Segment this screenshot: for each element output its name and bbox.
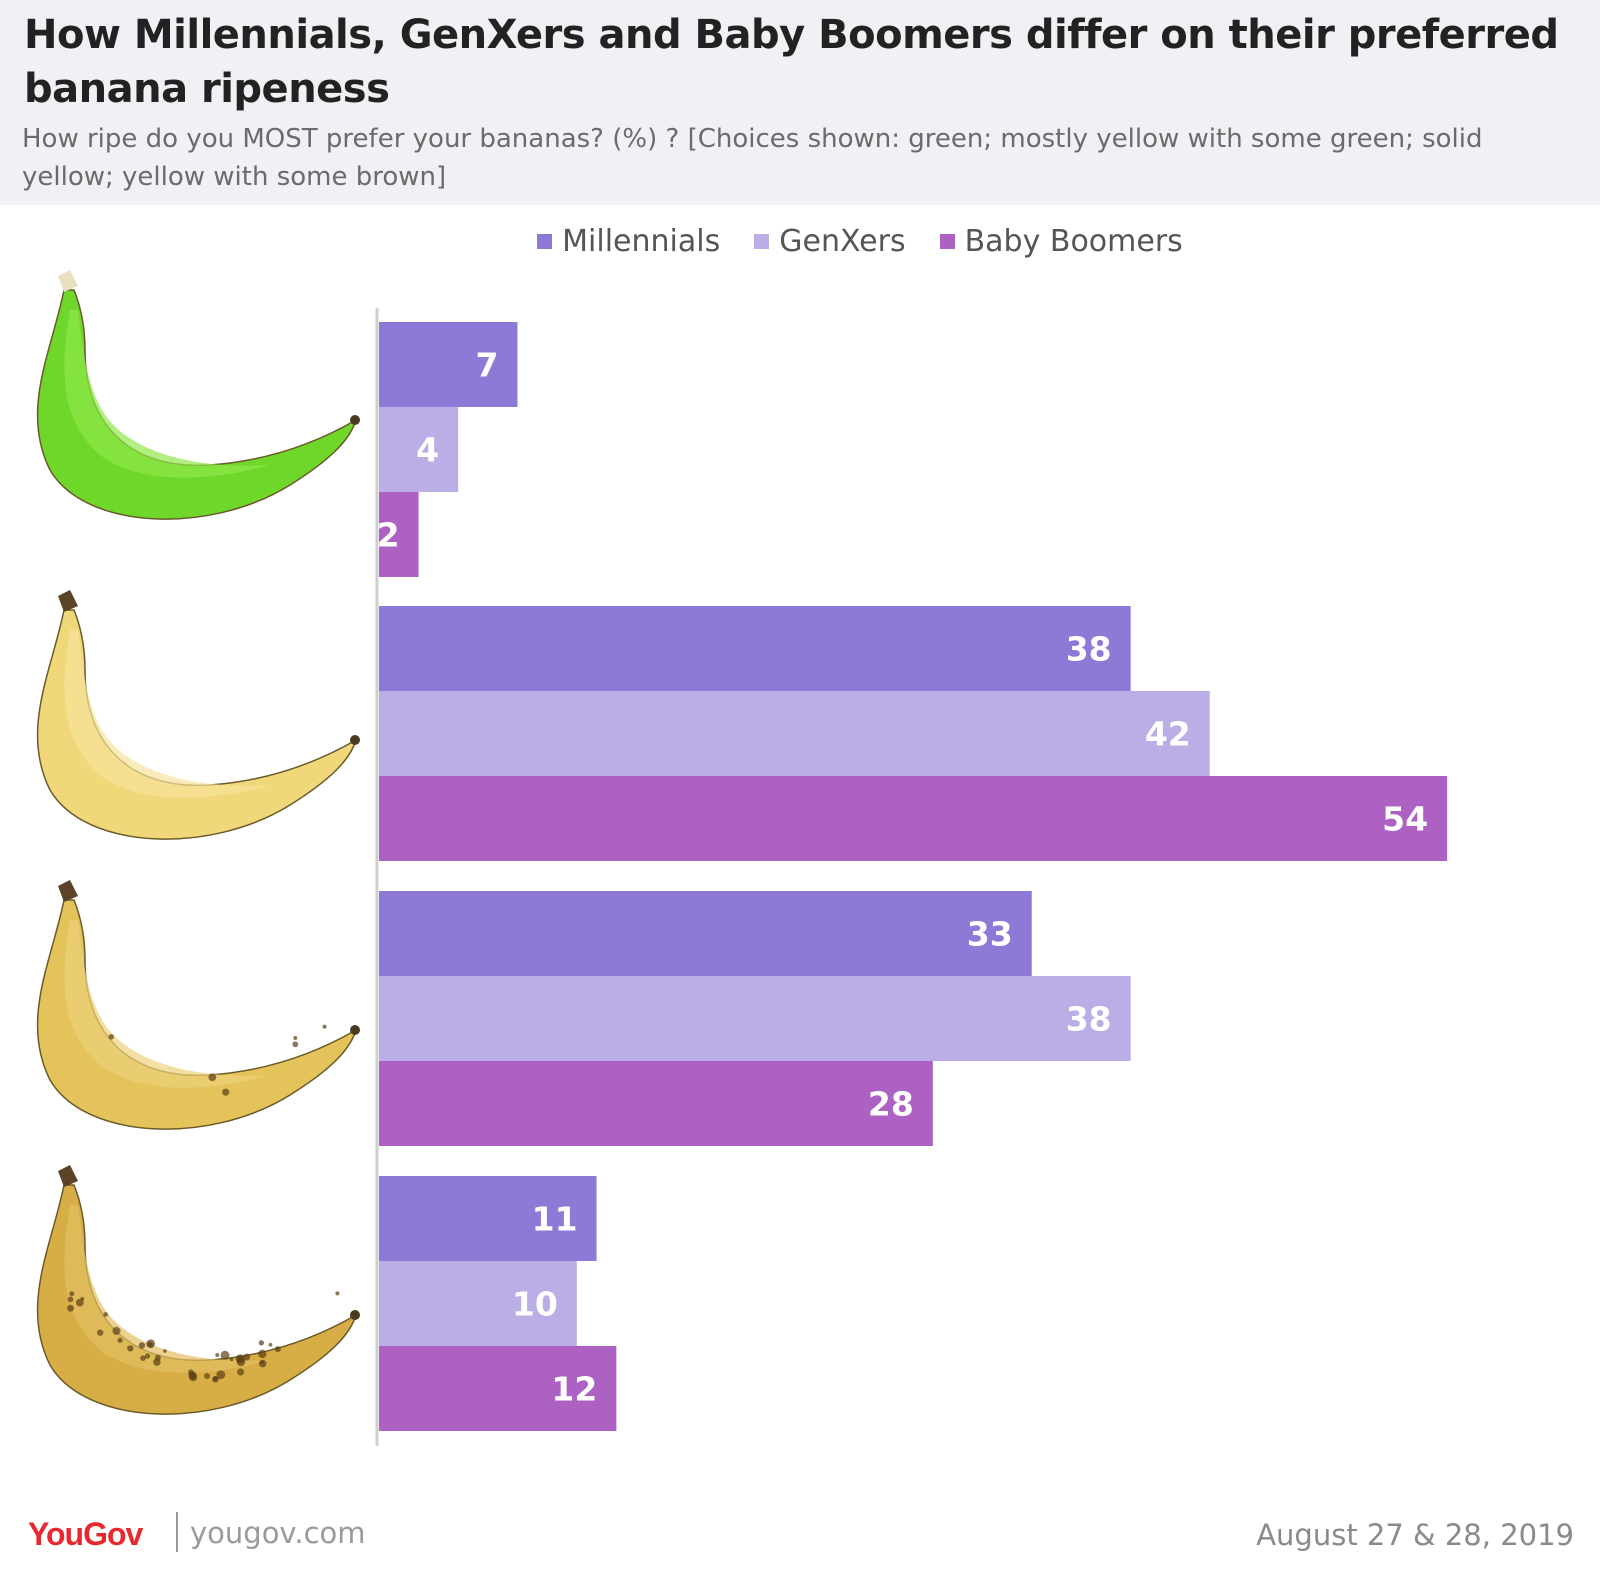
legend-swatch-millennials	[537, 234, 553, 249]
legend-item-genxers: GenXers	[754, 224, 906, 259]
data-label: 38	[1066, 1000, 1112, 1039]
legend-item-baby-boomers: Baby Boomers	[939, 224, 1183, 259]
bar-baby-boomers-3	[379, 1346, 617, 1431]
header: How Millennials, GenXers and Baby Boomer…	[0, 0, 1600, 205]
legend-label-millennials: Millennials	[562, 224, 721, 259]
bar-baby-boomers-2	[379, 1061, 933, 1146]
green-banana-icon	[36, 270, 360, 520]
legend-item-millennials: Millennials	[537, 224, 720, 259]
legend-swatch-baby-boomers	[939, 234, 955, 249]
data-label: 4	[416, 431, 439, 470]
bar-baby-boomers-1	[379, 776, 1448, 861]
data-label: 7	[475, 346, 498, 385]
brown-spotted-banana-icon	[36, 1165, 360, 1415]
footer-url: yougov.com	[190, 1516, 366, 1550]
bar-genxers-2	[379, 976, 1131, 1061]
legend-swatch-genxers	[754, 234, 770, 249]
data-label: 42	[1145, 715, 1191, 754]
footer-date: August 27 & 28, 2019	[1256, 1518, 1574, 1552]
data-label: 10	[512, 1285, 558, 1324]
data-label: 12	[551, 1370, 597, 1409]
bar-millennials-2	[379, 891, 1032, 976]
data-label: 11	[532, 1200, 578, 1239]
legend-label-genxers: GenXers	[779, 224, 906, 259]
data-label: 54	[1382, 800, 1428, 839]
legend: Millennials GenXers Baby Boomers	[60, 224, 1600, 259]
data-label: 28	[868, 1085, 914, 1124]
yellow-banana-green-tips-icon	[36, 590, 360, 840]
bar-baby-boomers-0	[379, 492, 419, 577]
bar-millennials-3	[379, 1176, 597, 1261]
yougov-logo: YouGov	[28, 1516, 143, 1552]
bar-genxers-1	[379, 691, 1210, 776]
chart-title: How Millennials, GenXers and Baby Boomer…	[24, 12, 1559, 112]
data-label: 2	[377, 516, 400, 555]
data-label: 33	[967, 915, 1013, 954]
bar-genxers-3	[379, 1261, 577, 1346]
bar-genxers-0	[379, 407, 459, 492]
data-label: 38	[1066, 630, 1112, 669]
bar-millennials-0	[379, 322, 518, 407]
chart-subtitle: How ripe do you MOST prefer your bananas…	[22, 124, 1483, 192]
bar-millennials-1	[379, 606, 1131, 691]
solid-yellow-banana-icon	[36, 880, 360, 1130]
legend-label-baby-boomers: Baby Boomers	[964, 224, 1183, 259]
footer-divider	[176, 1512, 178, 1552]
